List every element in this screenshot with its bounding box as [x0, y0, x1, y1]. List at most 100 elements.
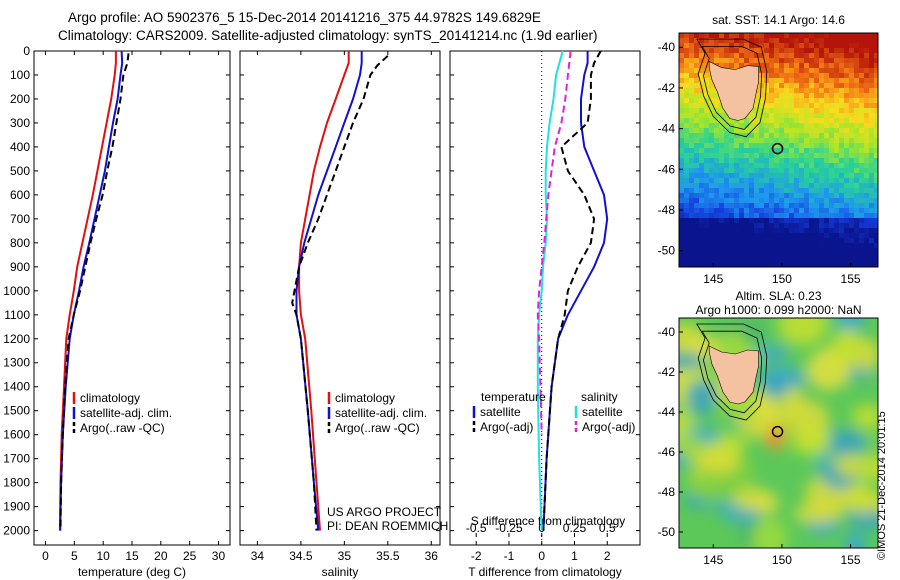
sst-cell [679, 218, 685, 224]
sst-cell [864, 58, 870, 64]
sst-cell [749, 198, 755, 204]
sst-cell [789, 248, 795, 254]
sst-cell [779, 113, 785, 119]
sst-cell [784, 73, 790, 79]
sst-cell [829, 148, 835, 154]
sst-cell [799, 103, 805, 109]
sst-cell [869, 88, 875, 94]
sst-cell [859, 83, 865, 89]
sst-cell [809, 98, 815, 104]
sst-cell [749, 138, 755, 144]
sst-cell [684, 63, 690, 69]
sst-cell [684, 183, 690, 189]
sst-cell [799, 148, 805, 154]
sst-cell [784, 68, 790, 74]
sst-cell [704, 188, 710, 194]
sst-cell [854, 263, 860, 267]
sst-cell [734, 213, 740, 219]
sst-cell [804, 48, 810, 54]
sst-cell [749, 33, 755, 39]
sst-cell [709, 213, 715, 219]
sst-cell [684, 128, 690, 134]
sst-cell [739, 188, 745, 194]
sst-cell [854, 83, 860, 89]
sst-cell [679, 58, 685, 64]
sst-cell [719, 33, 725, 39]
sst-cell [869, 53, 875, 59]
sst-cell [859, 238, 865, 244]
sst-cell [869, 238, 875, 244]
sst-cell [774, 263, 780, 267]
sst-cell [754, 103, 760, 109]
sst-cell [759, 208, 765, 214]
sla-blob [689, 469, 731, 504]
sst-cell [689, 193, 695, 199]
sst-cell [729, 178, 735, 184]
sst-cell [804, 93, 810, 99]
sst-cell [829, 118, 835, 124]
sst-cell [689, 253, 695, 259]
sst-cell [844, 223, 850, 229]
sst-cell [769, 193, 775, 199]
sst-cell [794, 53, 800, 59]
sst-cell [694, 233, 700, 239]
x-tick-label: 34 [251, 549, 265, 563]
sst-cell [704, 158, 710, 164]
sst-cell [724, 38, 730, 44]
sst-cell [714, 113, 720, 119]
sst-cell [709, 218, 715, 224]
sst-cell [809, 158, 815, 164]
sst-cell [794, 208, 800, 214]
sst-cell [804, 248, 810, 254]
sst-cell [864, 218, 870, 224]
sst-cell [699, 83, 705, 89]
sst-cell [694, 243, 700, 249]
sst-cell [744, 138, 750, 144]
sst-cell [769, 33, 775, 39]
sst-cell [869, 68, 875, 74]
sst-cell [829, 133, 835, 139]
sst-cell [784, 258, 790, 264]
sst-cell [814, 198, 820, 204]
sst-cell [839, 38, 845, 44]
sst-cell [739, 123, 745, 129]
sst-cell [734, 233, 740, 239]
sst-cell [714, 243, 720, 249]
sst-cell [819, 143, 825, 149]
sst-cell [864, 148, 870, 154]
sst-cell [704, 168, 710, 174]
sst-cell [734, 53, 740, 59]
sst-cell [759, 193, 765, 199]
sst-cell [784, 83, 790, 89]
sst-cell [779, 108, 785, 114]
sst-cell [689, 33, 695, 39]
sst-cell [764, 148, 770, 154]
sst-cell [764, 38, 770, 44]
sst-cell [779, 68, 785, 74]
sst-cell [799, 143, 805, 149]
sst-cell [839, 108, 845, 114]
sst-cell [859, 43, 865, 49]
sst-cell [734, 123, 740, 129]
series-line-2 [291, 55, 389, 531]
sst-cell [724, 173, 730, 179]
sst-cell [699, 73, 705, 79]
sst-cell [689, 38, 695, 44]
sst-cell [744, 243, 750, 249]
temperature-frame [33, 50, 231, 546]
sst-cell [789, 253, 795, 259]
sst-cell [734, 263, 740, 267]
sst-cell [839, 138, 845, 144]
sst-cell [764, 128, 770, 134]
sst-cell [814, 123, 820, 129]
sst-cell [689, 218, 695, 224]
sst-cell [799, 258, 805, 264]
sst-cell [824, 258, 830, 264]
sst-cell [694, 103, 700, 109]
sst-cell [684, 208, 690, 214]
sst-cell [804, 83, 810, 89]
x-tick-label: 35 [338, 549, 352, 563]
sst-cell [709, 103, 715, 109]
sst-cell [719, 238, 725, 244]
sst-cell [869, 118, 875, 124]
